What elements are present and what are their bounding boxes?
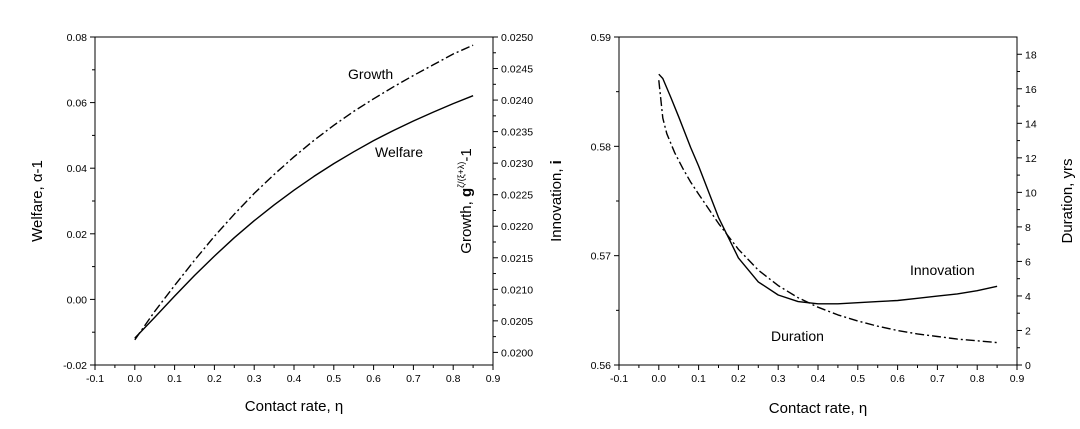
left-plot-frame bbox=[94, 36, 494, 366]
right-right-y-tick-label: 12 bbox=[1025, 153, 1037, 165]
annotation-welfare: Welfare bbox=[375, 144, 423, 160]
right-right-y-axis-label: Duration, yrs bbox=[1059, 158, 1076, 243]
growth-label-exponent: ζ/(ξ+λ) bbox=[456, 162, 466, 188]
right-right-y-tick-label: 6 bbox=[1025, 256, 1031, 268]
left-right-y-tick-label: 0.0230 bbox=[501, 158, 533, 170]
right-right-y-tick-label: 10 bbox=[1025, 187, 1037, 199]
left-x-tick-label: 0.0 bbox=[127, 373, 142, 385]
right-right-y-tick-label: 8 bbox=[1025, 222, 1031, 234]
left-x-tick-label: 0.6 bbox=[366, 373, 381, 385]
right-y-axis-label: Innovation, i bbox=[548, 160, 565, 242]
right-y-tick-label: 0.56 bbox=[591, 360, 612, 372]
growth-label-g: g bbox=[458, 188, 475, 197]
left-y-ticks: -0.02 0.00 0.02 0.04 0.06 0.08 bbox=[63, 32, 95, 372]
annotation-growth: Growth bbox=[348, 66, 393, 82]
right-plot-frame bbox=[618, 36, 1018, 366]
left-chart: -0.1 0.0 0.1 0.2 0.3 0.4 0.5 0.6 0.7 0.8 0.9 -0.02… bbox=[29, 32, 533, 415]
left-x-tick-label: 0.4 bbox=[287, 373, 302, 385]
innovation-label-i: i bbox=[548, 160, 565, 164]
duration-line bbox=[658, 80, 998, 344]
right-y-tick-label: 0.57 bbox=[591, 251, 612, 263]
right-x-tick-label: 0.7 bbox=[930, 373, 945, 385]
innovation-label-main: Innovation, bbox=[548, 164, 565, 242]
left-right-y-tick-label: 0.0250 bbox=[501, 32, 533, 44]
left-right-y-tick-label: 0.0235 bbox=[501, 127, 533, 139]
growth-label-tail: -1 bbox=[458, 148, 475, 161]
left-y-axis-label: Welfare, α-1 bbox=[29, 160, 46, 242]
right-right-y-ticks: 0 2 4 6 8 10 12 14 16 18 bbox=[1017, 49, 1037, 372]
innovation-line bbox=[658, 73, 998, 305]
left-x-axis-label: Contact rate, η bbox=[245, 398, 343, 415]
left-right-y-tick-label: 0.0205 bbox=[501, 316, 533, 328]
left-right-y-tick-label: 0.0200 bbox=[501, 347, 533, 359]
left-right-y-tick-label: 0.0245 bbox=[501, 64, 533, 76]
right-x-tick-label: 0.1 bbox=[691, 373, 706, 385]
left-x-ticks: -0.1 0.0 0.1 0.2 0.3 0.4 0.5 0.6 0.7 0.8 0.9 bbox=[86, 365, 500, 385]
right-x-tick-label: 0.5 bbox=[850, 373, 865, 385]
right-y-tick-label: 0.59 bbox=[591, 32, 612, 44]
left-right-y-axis-label: Growth, gζ/(ξ+λ)-1 bbox=[456, 148, 475, 253]
annotation-duration: Duration bbox=[771, 328, 824, 344]
left-right-y-tick-label: 0.0220 bbox=[501, 221, 533, 233]
left-right-y-tick-label: 0.0225 bbox=[501, 190, 533, 202]
left-x-tick-label: 0.3 bbox=[247, 373, 262, 385]
left-y-tick-label: 0.04 bbox=[67, 163, 88, 175]
left-x-tick-label: 0.8 bbox=[446, 373, 461, 385]
right-x-tick-label: 0.6 bbox=[890, 373, 905, 385]
right-right-y-tick-label: 0 bbox=[1025, 360, 1031, 372]
right-x-tick-label: 0.0 bbox=[651, 373, 666, 385]
right-x-tick-label: 0.3 bbox=[771, 373, 786, 385]
left-y-tick-label: -0.02 bbox=[63, 360, 87, 372]
right-x-tick-label: 0.4 bbox=[811, 373, 826, 385]
annotation-innovation: Innovation bbox=[910, 262, 975, 278]
right-chart: -0.1 0.0 0.1 0.2 0.3 0.4 0.5 0.6 0.7 0.8 0.9 0.560… bbox=[548, 32, 1076, 417]
growth-line bbox=[134, 44, 474, 341]
left-x-tick-label: 0.5 bbox=[326, 373, 341, 385]
left-x-tick-label: -0.1 bbox=[86, 373, 104, 385]
left-right-y-ticks: 0.0200 0.0205 0.0210 0.0215 0.0220 0.0225 0.02… bbox=[493, 32, 533, 359]
left-series bbox=[134, 44, 474, 341]
right-x-tick-label: 0.9 bbox=[1010, 373, 1025, 385]
growth-label-main: Growth, bbox=[458, 197, 475, 254]
left-x-tick-label: 0.9 bbox=[486, 373, 501, 385]
right-x-axis-label: Contact rate, η bbox=[769, 400, 867, 417]
right-right-y-tick-label: 4 bbox=[1025, 291, 1031, 303]
right-x-tick-label: 0.2 bbox=[731, 373, 746, 385]
right-y-ticks: 0.56 0.57 0.58 0.59 bbox=[591, 32, 619, 372]
left-right-y-tick-label: 0.0240 bbox=[501, 95, 533, 107]
left-y-tick-label: 0.00 bbox=[67, 294, 88, 306]
left-y-tick-label: 0.08 bbox=[67, 32, 88, 44]
left-x-tick-label: 0.1 bbox=[167, 373, 182, 385]
left-y-tick-label: 0.06 bbox=[67, 98, 88, 110]
right-right-y-tick-label: 2 bbox=[1025, 325, 1031, 337]
right-right-y-tick-label: 14 bbox=[1025, 118, 1037, 130]
right-series bbox=[658, 73, 998, 344]
left-right-y-tick-label: 0.0210 bbox=[501, 284, 533, 296]
left-x-tick-label: 0.7 bbox=[406, 373, 421, 385]
welfare-line bbox=[134, 95, 474, 339]
left-right-y-tick-label: 0.0215 bbox=[501, 253, 533, 265]
right-x-ticks: -0.1 0.0 0.1 0.2 0.3 0.4 0.5 0.6 0.7 0.8 0.9 bbox=[610, 365, 1024, 385]
left-x-tick-label: 0.2 bbox=[207, 373, 222, 385]
right-right-y-tick-label: 18 bbox=[1025, 49, 1037, 61]
right-x-tick-label: -0.1 bbox=[610, 373, 628, 385]
right-y-tick-label: 0.58 bbox=[591, 141, 612, 153]
right-x-tick-label: 0.8 bbox=[970, 373, 985, 385]
right-right-y-tick-label: 16 bbox=[1025, 84, 1037, 96]
left-y-tick-label: 0.02 bbox=[67, 229, 88, 241]
